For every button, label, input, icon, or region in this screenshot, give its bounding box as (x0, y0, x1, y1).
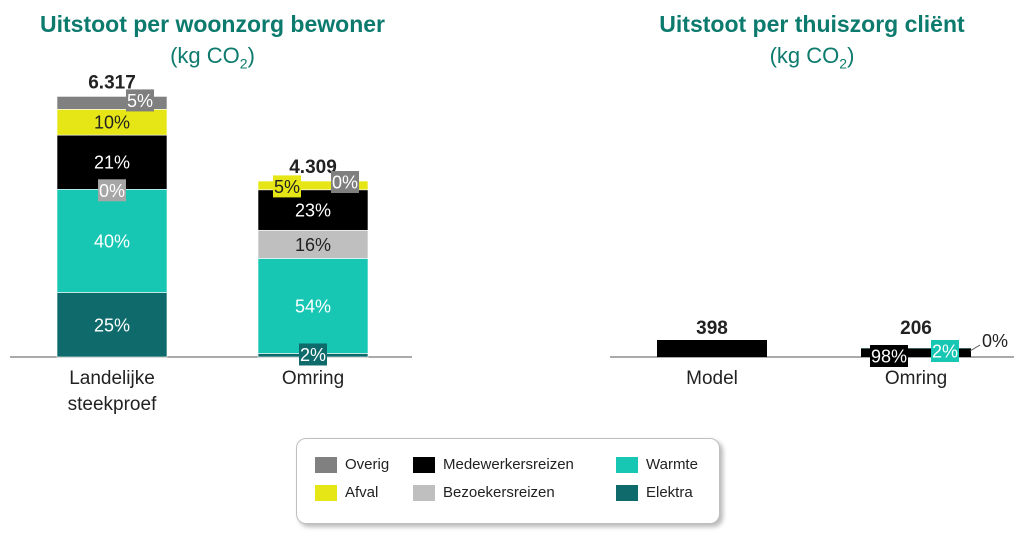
segment-label-elektra: 2% (300, 345, 326, 365)
bar-segment-afval-0 (56, 109, 168, 136)
segment-label-afval-bg (273, 175, 301, 198)
legend-label: Warmte (646, 456, 698, 473)
segment-label-bezoekersreizen: 16% (295, 235, 331, 255)
segment-label-overig: 0% (982, 331, 1008, 351)
subtitle-suffix: ) (247, 43, 255, 68)
bar-segment-warmte-0 (56, 189, 168, 293)
charts-canvas: 6.31725%40%0%21%10%5%Landelijkesteekproe… (10, 72, 1014, 415)
segment-label-afval: 10% (94, 113, 130, 133)
category-label: Omring (282, 368, 344, 389)
segment-label-medewerkersreizen: 21% (94, 153, 130, 173)
category-label: Model (686, 368, 738, 389)
segment-label-bezoekersreizen-bg (98, 179, 126, 202)
legend-item-bezoekersreizen: Bezoekersreizen (413, 484, 555, 501)
bar-segment-medewerkersreizen-0 (657, 340, 767, 357)
segment-label-overig: 0% (332, 173, 358, 193)
legend-item-warmte: Warmte (616, 456, 698, 473)
segment-label-warmte: 40% (94, 231, 130, 251)
subtitle-subscript: 2 (239, 55, 248, 72)
bar-segment-medewerkersreizen-1 (861, 348, 971, 357)
segment-label-medewerkersreizen: 98% (871, 347, 907, 367)
chart-title-thuiszorg: Uitstoot per thuiszorg cliënt (659, 11, 965, 37)
chart-subtitle-woonzorg: (kg CO2) (0, 43, 425, 76)
segment-label-overig: 5% (127, 91, 153, 111)
legend-swatch (413, 456, 435, 473)
legend-item-afval: Afval (315, 484, 378, 501)
legend-label: Medewerkersreizen (443, 456, 574, 473)
legend-label: Afval (345, 484, 379, 501)
bar-total-label: 206 (900, 318, 932, 339)
subtitle-prefix: (kg CO (170, 43, 240, 68)
legend-swatch (413, 484, 435, 501)
bar-segment-bezoekersreizen-1 (257, 229, 369, 259)
segment-label-warmte-bg (931, 340, 959, 362)
segment-label-elektra: 25% (94, 315, 130, 335)
category-label: Omring (885, 368, 947, 389)
segment-label-warmte: 54% (295, 296, 331, 316)
legend-swatch (315, 456, 337, 473)
segment-label-medewerkersreizen-bg (870, 345, 908, 367)
legend-swatch (616, 484, 638, 501)
legend-item-overig: Overig (315, 456, 389, 473)
segment-label-afval: 5% (274, 177, 300, 197)
bar-segment-warmte-1 (257, 258, 369, 354)
legend-label: Bezoekersreizen (443, 484, 555, 501)
segment-label-warmte: 2% (932, 342, 958, 362)
subtitle-prefix: (kg CO (769, 43, 840, 68)
subtitle-subscript: 2 (839, 55, 848, 72)
legend-swatch (315, 484, 337, 501)
bar-total-label: 6.317 (88, 72, 136, 93)
legend-item-elektra: Elektra (616, 484, 693, 501)
segment-label-overig-bg (331, 171, 359, 194)
segment-label-elektra-bg (299, 343, 327, 366)
chart-subtitle-thuiszorg: (kg CO2) (600, 43, 1024, 76)
chart-title-woonzorg: Uitstoot per woonzorg bewoner (40, 11, 385, 37)
legend-label: Elektra (646, 484, 693, 501)
category-label: steekproef (68, 394, 157, 415)
bar-segment-elektra-0 (56, 292, 168, 358)
bar-segment-afval-1 (257, 180, 369, 191)
bar-total-label: 4.309 (289, 157, 337, 178)
segment-label-medewerkersreizen: 23% (295, 201, 331, 221)
category-label: Landelijke (69, 368, 155, 389)
leader-line (969, 344, 981, 352)
bar-total-label: 398 (696, 318, 728, 339)
legend-swatch (616, 456, 638, 473)
legend-item-medewerkersreizen: Medewerkersreizen (413, 456, 574, 473)
legend: Overig Medewerkersreizen Warmte Afval Bezoek… (296, 438, 720, 524)
segment-label-bezoekersreizen: 0% (99, 181, 125, 201)
legend-label: Overig (345, 456, 390, 473)
segment-label-overig-bg (126, 89, 154, 112)
subtitle-suffix: ) (847, 43, 855, 68)
